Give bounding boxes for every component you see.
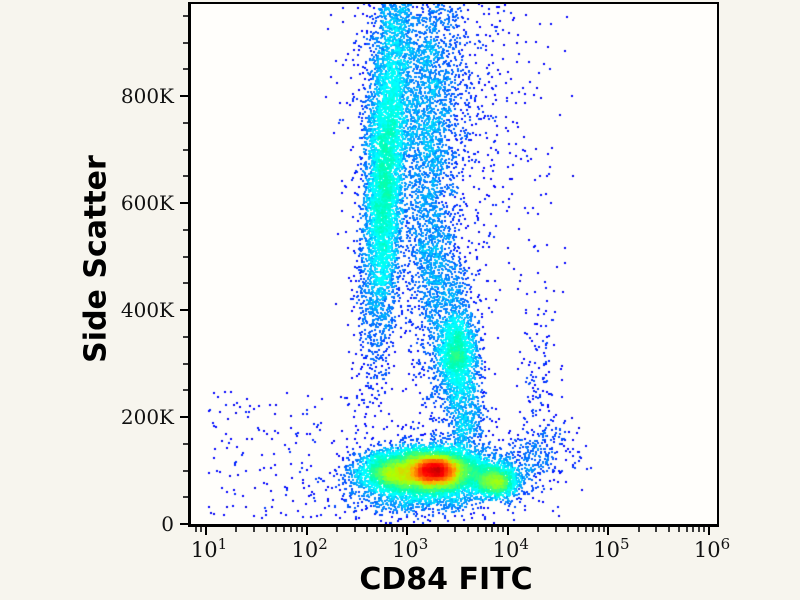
x-minor-tick (195, 527, 198, 532)
x-minor-tick (585, 527, 588, 532)
x-minor-tick (655, 527, 658, 532)
x-major-tick (204, 527, 207, 535)
x-minor-tick (567, 527, 570, 532)
density-canvas (191, 4, 717, 524)
x-minor-tick (554, 527, 557, 532)
x-minor-tick (698, 527, 701, 532)
x-minor-tick (454, 527, 457, 532)
x-major-tick (406, 527, 409, 535)
x-minor-tick (537, 527, 540, 532)
x-major-tick (305, 527, 308, 535)
x-minor-tick (290, 527, 293, 532)
x-minor-tick (300, 527, 303, 532)
y-major-tick (180, 95, 188, 98)
x-tick-label: 104 (492, 535, 529, 563)
x-minor-tick (436, 527, 439, 532)
x-minor-tick (685, 527, 688, 532)
x-minor-tick (275, 527, 278, 532)
x-tick-label: 102 (291, 535, 328, 563)
x-minor-tick (383, 527, 386, 532)
x-minor-tick (375, 527, 378, 532)
x-minor-tick (366, 527, 369, 532)
x-minor-tick (502, 527, 505, 532)
x-minor-tick (677, 527, 680, 532)
x-minor-tick (295, 527, 298, 532)
plot-area (188, 2, 719, 527)
x-minor-tick (476, 527, 479, 532)
x-major-tick (506, 527, 509, 535)
x-tick-label: 105 (593, 535, 630, 563)
x-minor-tick (668, 527, 670, 532)
x-minor-tick (200, 527, 203, 532)
x-minor-tick (597, 527, 600, 532)
x-minor-tick (484, 527, 487, 532)
y-tick-label: 800K (120, 84, 174, 109)
x-major-tick (607, 527, 610, 535)
x-minor-tick (335, 527, 338, 532)
x-minor-tick (401, 527, 404, 532)
y-axis-title: Side Scatter (78, 155, 114, 363)
x-minor-tick (591, 527, 594, 532)
x-minor-tick (466, 527, 469, 532)
x-minor-tick (390, 527, 393, 532)
y-tick-label: 0 (161, 512, 174, 536)
x-minor-tick (283, 527, 286, 532)
x-minor-tick (235, 527, 238, 532)
x-axis-title: CD84 FITC (359, 562, 533, 597)
x-minor-tick (265, 527, 268, 532)
x-minor-tick (602, 527, 605, 532)
x-major-tick (708, 527, 711, 535)
x-minor-tick (491, 527, 494, 532)
y-major-tick (180, 523, 188, 525)
x-minor-tick (577, 527, 580, 532)
x-minor-tick (703, 527, 706, 532)
y-tick-label: 200K (120, 405, 174, 429)
x-minor-tick (497, 527, 500, 532)
x-minor-tick (396, 527, 399, 532)
x-minor-tick (252, 527, 255, 532)
y-major-tick (180, 202, 188, 204)
x-minor-tick (353, 527, 356, 532)
x-tick-label: 101 (190, 535, 228, 563)
y-major-tick (180, 309, 188, 311)
x-tick-label: 106 (693, 535, 731, 563)
x-minor-tick (637, 527, 640, 532)
y-major-tick (180, 416, 188, 418)
x-minor-tick (692, 527, 695, 532)
x-tick-label: 103 (392, 535, 429, 563)
